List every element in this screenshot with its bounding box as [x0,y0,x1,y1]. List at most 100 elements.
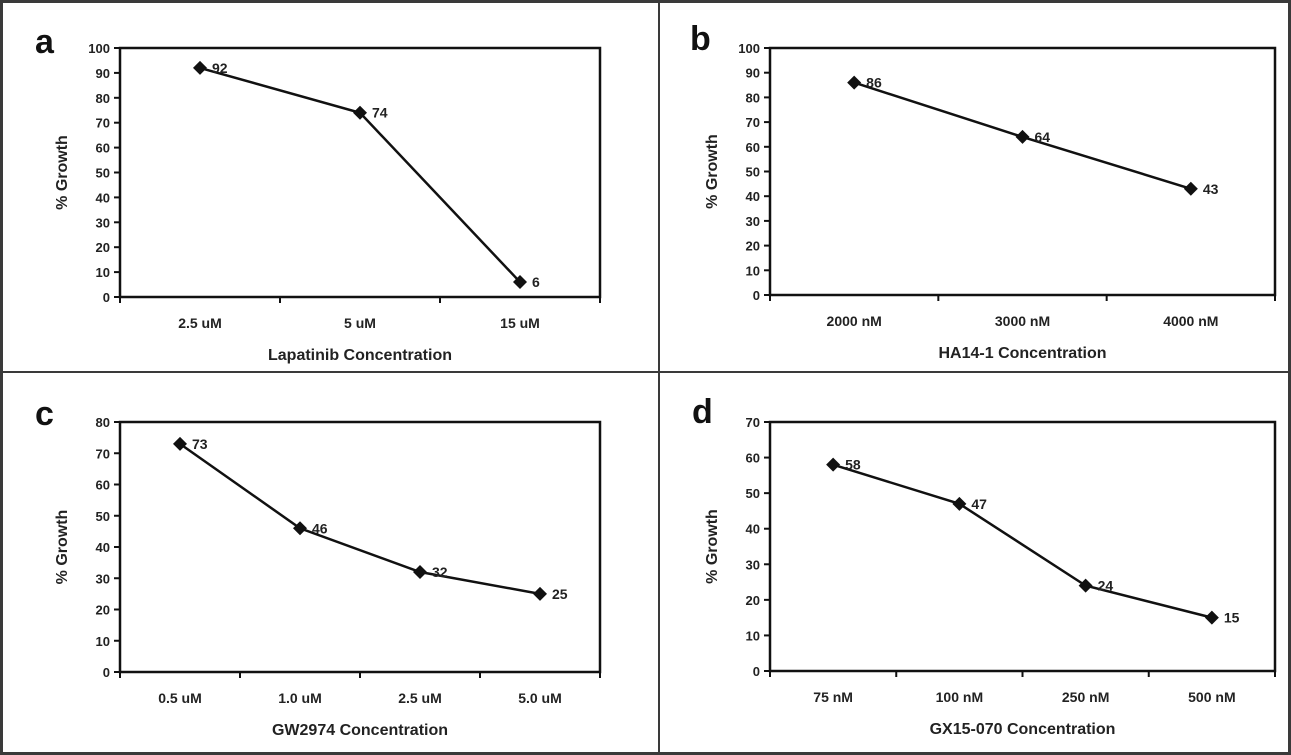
x-axis-title: GX15-070 Concentration [930,721,1116,738]
y-tick-label: 0 [103,665,110,680]
x-tick-label: 3000 nM [995,313,1050,329]
y-axis-title: % Growth [54,510,71,585]
y-tick-label: 40 [96,540,110,555]
x-tick-label: 5 uM [344,315,376,331]
series-line [832,463,1213,619]
y-axis-title: % Growth [54,135,71,210]
series-line [199,66,521,283]
y-tick-label: 0 [753,664,760,679]
y-tick-label: 40 [746,189,760,204]
x-tick-label: 15 uM [500,315,540,331]
panel-frame [658,371,1290,754]
data-point-marker [826,457,841,472]
x-tick-label: 250 nM [1062,689,1109,705]
y-tick-label: 100 [738,41,760,56]
y-tick-label: 50 [96,166,110,181]
x-axis-title: Lapatinib Concentration [268,347,452,364]
panel-letter: b [690,20,711,58]
data-point-marker [173,436,187,451]
plot-area [768,46,1277,297]
chart-panel-c: c 0 10 20 30 40 50 60 70 80 0.5 uM 1.0 uM 2.5 uM 5.0 … [1,371,660,754]
plot-area [118,420,602,674]
data-label: 74 [372,105,388,121]
y-tick-label: 20 [96,240,110,255]
data-label: 43 [1203,181,1219,197]
panel-letter: d [692,393,713,431]
y-tick-label: 20 [746,593,760,608]
data-label: 86 [866,75,882,91]
y-tick-label: 100 [88,41,110,56]
y-tick-label: 50 [746,165,760,180]
series-line [179,442,541,596]
y-tick-label: 40 [746,522,760,537]
data-point-marker [1183,181,1198,196]
y-tick-label: 20 [96,603,110,618]
x-axis-title: HA14-1 Concentration [938,345,1106,362]
y-tick-label: 50 [96,509,110,524]
y-tick-label: 70 [96,446,110,461]
data-point-marker [1015,129,1030,144]
y-tick-label: 30 [746,557,760,572]
chart-panel-d: d 0 10 20 30 40 50 60 70 75 nM 100 nM 250 nM 500 nM G… [658,371,1290,754]
y-axis-title: % Growth [704,134,721,209]
y-tick-label: 90 [746,66,760,81]
y-tick-label: 20 [746,239,760,254]
y-tick-label: 30 [96,215,110,230]
data-label: 64 [1035,129,1051,145]
panel-letter: c [35,395,54,433]
y-tick-label: 10 [96,265,110,280]
x-tick-label: 1.0 uM [278,690,322,706]
y-tick-label: 30 [746,214,760,229]
data-label: 24 [1098,578,1114,594]
data-label: 32 [432,564,448,580]
y-tick-label: 10 [746,263,760,278]
data-point-marker [1078,578,1093,593]
x-tick-label: 4000 nM [1163,313,1218,329]
data-point-marker [413,565,427,579]
panel-letter: a [35,23,55,61]
x-tick-label: 2.5 uM [398,690,442,706]
data-point-marker [952,496,967,511]
y-tick-label: 80 [96,91,110,106]
data-label: 15 [1224,610,1240,626]
y-tick-label: 60 [746,140,760,155]
plot-area [118,46,602,299]
data-label: 58 [845,457,861,473]
y-tick-label: 40 [96,190,110,205]
y-axis-title: % Growth [704,509,721,584]
x-tick-label: 5.0 uM [518,690,562,706]
x-tick-label: 0.5 uM [158,690,202,706]
data-label: 73 [192,436,208,452]
y-tick-label: 10 [96,634,110,649]
x-tick-label: 100 nM [936,689,983,705]
y-tick-label: 50 [746,486,760,501]
y-tick-label: 60 [96,141,110,156]
data-point-marker [513,275,527,290]
y-tick-label: 60 [746,451,760,466]
y-tick-label: 80 [746,90,760,105]
y-tick-label: 60 [96,478,110,493]
data-label: 25 [552,586,568,602]
data-point-marker [533,586,547,601]
y-tick-label: 90 [96,66,110,81]
chart-panel-b: b 0 10 20 30 40 50 60 70 80 90 100 2000 nM 3000 nM 400… [658,1,1290,373]
x-tick-label: 2.5 uM [178,315,222,331]
data-point-marker [847,75,862,90]
panel-frame [1,1,660,373]
data-point-marker [353,105,367,120]
x-tick-label: 500 nM [1188,689,1235,705]
data-point-marker [293,521,307,536]
y-tick-label: 80 [96,415,110,430]
y-tick-label: 10 [746,628,760,643]
data-label: 6 [532,274,540,290]
y-tick-label: 70 [746,115,760,130]
y-tick-label: 70 [746,415,760,430]
y-tick-label: 0 [103,290,110,305]
y-tick-label: 30 [96,571,110,586]
chart-panel-a: a 0 10 20 30 40 50 60 70 80 90 100 2.5 uM 5 uM 15 uM La… [1,1,660,373]
data-label: 46 [312,520,328,536]
x-axis-title: GW2974 Concentration [272,722,448,739]
y-tick-label: 0 [753,288,760,303]
